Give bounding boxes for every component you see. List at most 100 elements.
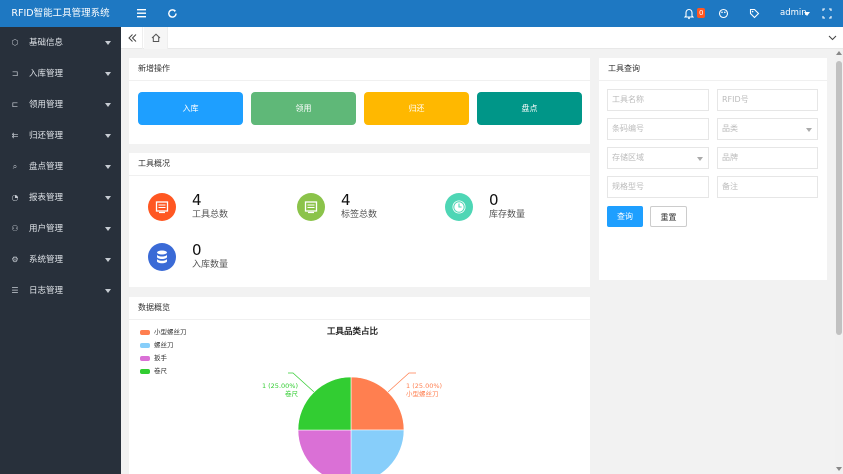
sidebar-item-8[interactable]: ☰ 日志管理 [0,276,121,307]
tag-icon[interactable] [749,0,760,27]
legend-swatch [140,330,150,335]
tool-name-input[interactable]: 工具名称 [607,89,709,111]
legend-label: 扳手 [154,354,167,362]
refresh-icon[interactable] [167,0,178,27]
sidebar-item-0[interactable]: ⬡ 基础信息 [0,28,121,59]
tool-total-label: 工具总数 [192,210,229,220]
tab-menu-chevron-icon[interactable] [822,27,842,49]
sidebar-item-5[interactable]: ◔ 报表管理 [0,183,121,214]
tab-home[interactable] [144,27,168,49]
log-icon: ☰ [11,286,19,295]
sidebar-item-3[interactable]: ⇇ 归还管理 [0,121,121,152]
sidebar-item-label: 报表管理 [29,193,64,203]
chevron-down-icon [105,289,111,293]
query-title: 工具查询 [608,64,640,73]
slice-label-small-screwdriver: 1 (25.00%) 小型螺丝刀 [406,382,442,398]
stock-in-button[interactable]: 入库 [138,92,243,125]
notification-badge: 0 [697,8,706,18]
sidebar-item-1[interactable]: ⊐ 入库管理 [0,59,121,90]
legend-label: 小型螺丝刀 [154,328,187,336]
scroll-down-icon[interactable] [836,467,842,471]
sidebar: ⬡ 基础信息 ⊐ 入库管理 ⊏ 领用管理 ⇇ 归还管理 ⌕ 盘点管理 ◔ 报表管理 ⚇ 用户管理 ⚙ 系统管理… [0,27,121,474]
quick-ops-card: 新增操作 入库 领用 归还 盘点 [129,58,590,144]
slice-label-tape-measure-value: 1 (25.00%) [261,382,298,390]
return-icon: ⇇ [11,131,19,140]
storage-area-select-placeholder: 存储区域 [612,153,644,162]
category-select[interactable]: 品类 [717,118,818,140]
fullscreen-icon[interactable] [822,0,832,27]
legend-swatch [140,343,150,348]
checkout-icon: ⊏ [11,100,19,109]
chevron-down-icon [105,41,111,45]
pie-chart [288,372,416,474]
chevron-down-icon [105,258,111,262]
sidebar-item-label: 基础信息 [29,38,64,48]
sidebar-item-7[interactable]: ⚙ 系统管理 [0,245,121,276]
overview-title: 工具概况 [138,159,170,168]
tab-bar [121,27,843,49]
tool-total-value: 4 [192,191,202,209]
slice-label-small-screwdriver-value: 1 (25.00%) [406,382,443,390]
chevron-down-icon [105,134,111,138]
bell-icon[interactable] [683,0,695,27]
username: admin [780,8,807,18]
app-title: RFID智能工具管理系统 [11,8,110,19]
chevron-down-icon [105,227,111,231]
stock-count-value: 0 [489,191,499,209]
sidebar-item-label: 用户管理 [29,224,64,234]
spec-model-input[interactable]: 规格型号 [607,176,709,198]
data-overview-title: 数据概览 [138,303,170,312]
tag-total-icon [297,193,325,221]
chevron-down-icon [105,103,111,107]
pie-slice-2[interactable] [297,429,352,474]
rfid-input[interactable]: RFID号 [717,89,818,111]
chart-title: 工具品类占比 [326,327,378,337]
stock-in-count-label: 入库数量 [192,260,229,270]
sidebar-item-label: 领用管理 [29,100,64,110]
sidebar-item-label: 系统管理 [29,255,64,265]
top-bar: RFID智能工具管理系统 0 admin [0,0,843,27]
menu-toggle-icon[interactable] [137,0,147,27]
scroll-up-icon[interactable] [836,51,842,55]
chevron-down-icon[interactable] [804,12,810,16]
slice-label-small-screwdriver-name: 小型螺丝刀 [406,390,439,398]
search-icon: ⌕ [12,162,18,171]
checkout-button[interactable]: 领用 [251,92,356,125]
chevron-down-icon [806,128,812,132]
inventory-button[interactable]: 盘点 [477,92,582,125]
inbox-in-icon: ⊐ [11,69,19,78]
quick-ops-title: 新增操作 [138,64,170,73]
theme-icon[interactable] [718,0,729,27]
page-scrollbar[interactable] [835,49,843,474]
slice-label-tape-measure: 1 (25.00%) 卷尺 [258,382,298,398]
legend-swatch [140,369,150,374]
sidebar-item-2[interactable]: ⊏ 领用管理 [0,90,121,121]
legend-swatch [140,356,150,361]
pie-chart-icon: ◔ [11,193,19,202]
chevron-down-icon [697,157,703,161]
sidebar-item-label: 入库管理 [29,69,64,79]
category-select-placeholder: 品类 [722,124,738,133]
sidebar-item-label: 归还管理 [29,131,64,141]
chevron-down-icon [105,165,111,169]
pie-slice-1[interactable] [350,429,405,474]
return-button[interactable]: 归还 [364,92,469,125]
stock-in-count-value: 0 [192,241,202,259]
pie-slice-0[interactable] [350,376,405,431]
scrollbar-thumb[interactable] [836,61,842,335]
leader-line-tape-measure [288,372,315,393]
reset-button[interactable]: 重置 [650,206,687,227]
slice-label-tape-measure-name: 卷尺 [285,390,298,398]
pie-slice-3[interactable] [297,376,352,431]
remark-input[interactable]: 备注 [717,176,818,198]
brand-input[interactable]: 品牌 [717,147,818,169]
sidebar-item-6[interactable]: ⚇ 用户管理 [0,214,121,245]
user-menu[interactable]: admin [780,0,807,27]
tool-total-icon [148,193,176,221]
barcode-input[interactable]: 条码编号 [607,118,709,140]
storage-area-select[interactable]: 存储区域 [607,147,709,169]
search-button[interactable]: 查询 [607,206,643,227]
sidebar-item-4[interactable]: ⌕ 盘点管理 [0,152,121,183]
chevron-down-icon [105,72,111,76]
tab-scroll-left-icon[interactable] [123,27,143,49]
